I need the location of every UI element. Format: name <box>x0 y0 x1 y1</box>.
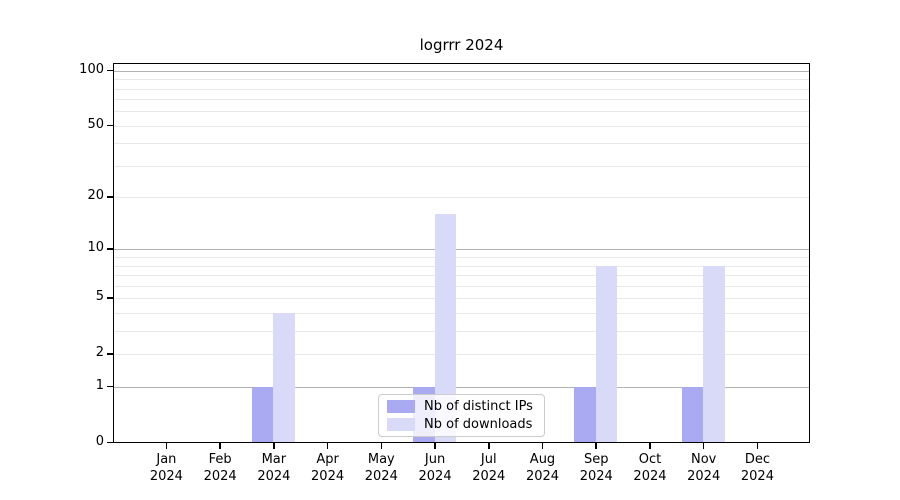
x-tickmark <box>165 443 168 449</box>
y-tickmark <box>107 441 113 443</box>
gridline-minor <box>114 143 809 145</box>
gridline-minor <box>114 285 809 287</box>
x-tickmark <box>649 443 651 449</box>
x-tick-label: Feb 2024 <box>203 452 237 484</box>
gridline-major <box>114 70 809 72</box>
y-tick-label: 1 <box>95 377 104 393</box>
y-tickmark <box>107 248 113 250</box>
gridline-minor <box>114 265 809 267</box>
x-tick-label: Apr 2024 <box>311 452 345 484</box>
gridline-minor <box>114 79 809 81</box>
x-tickmark <box>756 443 759 449</box>
x-tickmark <box>702 443 705 449</box>
y-tick-label: 10 <box>87 240 104 256</box>
gridline-minor <box>114 330 809 332</box>
bar-ips-mar <box>251 386 274 443</box>
legend: Nb of distinct IPs Nb of downloads <box>378 394 545 437</box>
y-tickmark <box>107 353 113 355</box>
legend-item-downloads: Nb of downloads <box>387 417 536 432</box>
legend-label: Nb of distinct IPs <box>424 399 533 415</box>
x-tickmark <box>326 443 329 449</box>
ips-swatch-icon <box>387 400 415 414</box>
bar-ips-sep <box>574 386 596 443</box>
y-tickmark <box>107 124 113 127</box>
x-tickmark <box>434 443 436 449</box>
gridline-minor <box>114 125 809 127</box>
y-tick-label: 50 <box>87 116 104 132</box>
x-tick-label: May 2024 <box>364 452 398 484</box>
y-tick-label: 2 <box>95 345 104 361</box>
x-tick-label: Dec 2024 <box>740 452 774 484</box>
x-tickmark <box>541 443 544 449</box>
bar-downloads-nov <box>703 265 725 443</box>
gridline-minor <box>114 354 809 356</box>
gridline-minor <box>114 165 809 167</box>
gridline-minor <box>114 111 809 113</box>
x-tickmark <box>595 443 597 449</box>
legend-label: Nb of downloads <box>424 416 533 432</box>
gridline-minor <box>114 88 809 90</box>
chart-title: logrrr 2024 <box>419 36 504 54</box>
x-tickmark <box>380 443 383 449</box>
x-tickmark <box>273 443 275 449</box>
bar-downloads-jun <box>434 214 457 443</box>
x-tick-label: Aug 2024 <box>525 452 560 484</box>
y-tickmark <box>107 196 113 198</box>
gridline-minor <box>114 312 809 314</box>
gridline-minor <box>114 99 809 101</box>
y-tick-label: 20 <box>87 188 104 204</box>
gridline-major <box>114 249 809 251</box>
gridline-minor <box>114 197 809 199</box>
bar-downloads-sep <box>595 265 618 443</box>
bar-ips-nov <box>681 386 704 443</box>
plot-area <box>113 63 810 443</box>
y-tick-label: 5 <box>95 289 104 305</box>
y-tick-label: 100 <box>79 61 104 77</box>
bar-downloads-mar <box>273 312 295 443</box>
x-tick-label: Sep 2024 <box>579 452 613 484</box>
x-tick-label: Jul 2024 <box>472 452 506 484</box>
x-tick-label: Jun 2024 <box>418 452 452 484</box>
legend-item-distinct-ips: Nb of distinct IPs <box>387 399 536 414</box>
x-tick-label: Jan 2024 <box>149 452 183 484</box>
downloads-swatch-icon <box>387 417 415 431</box>
x-tickmark <box>219 443 221 449</box>
x-tick-label: Mar 2024 <box>257 452 291 484</box>
gridline-minor <box>114 298 809 300</box>
x-tick-label: Nov 2024 <box>687 452 721 484</box>
y-tickmark <box>107 385 113 388</box>
gridline-minor <box>114 257 809 259</box>
y-tickmark <box>107 297 113 299</box>
y-tick-label: 0 <box>95 433 104 449</box>
gridline-minor <box>114 275 809 277</box>
gridline-major <box>114 386 809 388</box>
x-tickmark <box>488 443 490 449</box>
y-tickmark <box>107 69 113 72</box>
x-tick-label: Oct 2024 <box>633 452 667 484</box>
